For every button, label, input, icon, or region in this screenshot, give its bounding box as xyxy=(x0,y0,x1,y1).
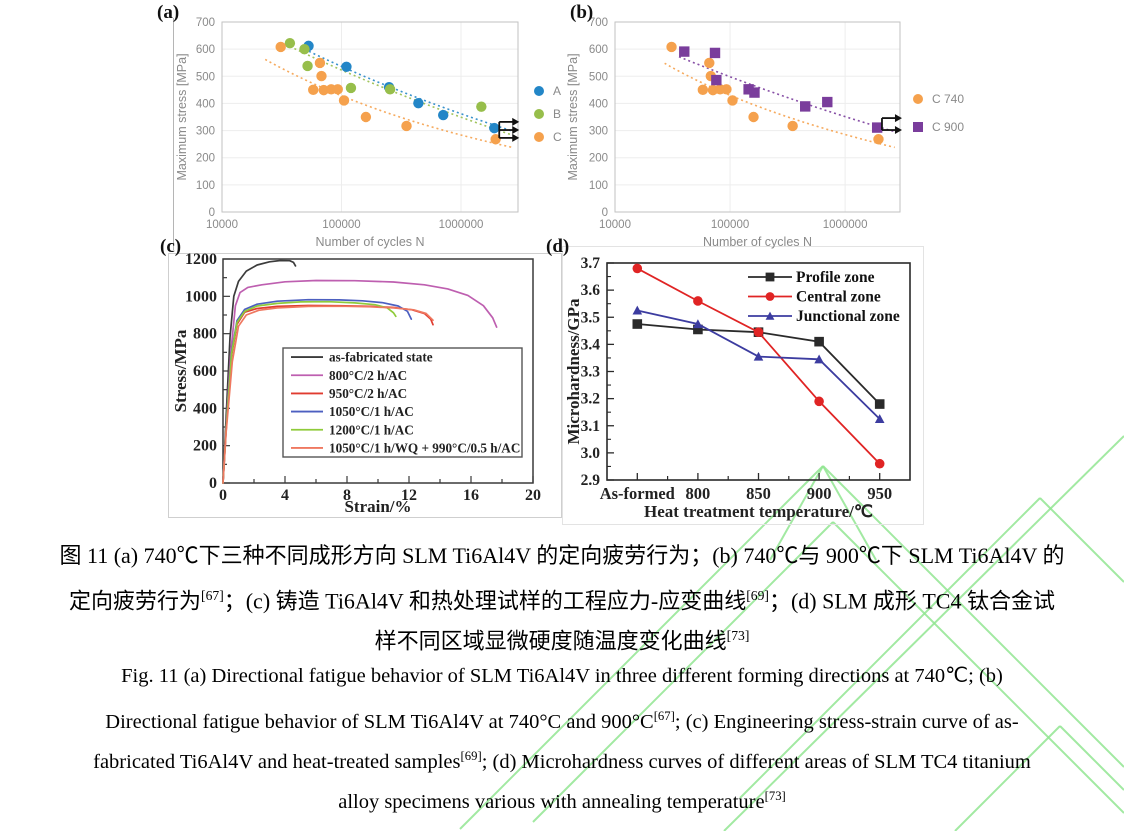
svg-text:1050°C/1 h/WQ + 990°C/0.5 h/AC: 1050°C/1 h/WQ + 990°C/0.5 h/AC xyxy=(329,440,520,455)
svg-text:700: 700 xyxy=(589,17,608,29)
svg-text:3.3: 3.3 xyxy=(581,364,601,381)
svg-text:1000000: 1000000 xyxy=(823,219,868,231)
svg-text:Microhardness/GPa: Microhardness/GPa xyxy=(564,298,583,445)
svg-text:500: 500 xyxy=(589,71,608,83)
svg-text:Heat treatment temperature/℃: Heat treatment temperature/℃ xyxy=(644,502,873,521)
svg-text:950°C/2 h/AC: 950°C/2 h/AC xyxy=(329,386,407,401)
svg-text:900: 900 xyxy=(807,484,832,503)
svg-text:300: 300 xyxy=(589,126,608,138)
caption-en-line-4: alloy specimens various with annealing t… xyxy=(338,789,786,813)
svg-text:Central zone: Central zone xyxy=(796,289,881,306)
svg-text:3.5: 3.5 xyxy=(581,309,601,326)
svg-text:950: 950 xyxy=(867,484,892,503)
svg-text:0: 0 xyxy=(209,207,215,219)
svg-text:700: 700 xyxy=(196,17,215,29)
svg-text:B: B xyxy=(553,107,561,121)
svg-text:100: 100 xyxy=(196,180,215,192)
svg-text:8: 8 xyxy=(343,487,351,504)
svg-text:2.9: 2.9 xyxy=(581,472,601,489)
svg-text:200: 200 xyxy=(193,438,217,455)
svg-text:0: 0 xyxy=(219,487,227,504)
svg-text:600: 600 xyxy=(589,44,608,56)
caption-zh-line-2: 定向疲劳行为[67]；(c) 铸造 Ti6Al4V 和热处理试样的工程应力-应变… xyxy=(69,588,1055,614)
svg-text:200: 200 xyxy=(196,153,215,165)
svg-text:Maximum stress [MPa]: Maximum stress [MPa] xyxy=(566,53,580,180)
svg-text:16: 16 xyxy=(463,487,479,504)
fatigue-chart-a: 0 100 200 300 400 500 600 700 10000 100000 1000000… xyxy=(175,17,562,249)
svg-text:300: 300 xyxy=(196,126,215,138)
panel-d-border-box xyxy=(562,246,924,525)
svg-text:800°C/2 h/AC: 800°C/2 h/AC xyxy=(329,368,407,383)
svg-text:100: 100 xyxy=(589,180,608,192)
svg-text:3.7: 3.7 xyxy=(581,255,601,272)
svg-text:Junctional zone: Junctional zone xyxy=(796,308,900,325)
panel-c-border-box xyxy=(168,253,562,518)
svg-text:1200: 1200 xyxy=(185,251,217,268)
svg-text:4: 4 xyxy=(281,487,289,504)
svg-text:10000: 10000 xyxy=(206,219,238,231)
svg-text:As-formed: As-formed xyxy=(600,484,675,503)
panel-a-tag: (a) xyxy=(157,2,180,23)
svg-text:as-fabricated state: as-fabricated state xyxy=(329,350,433,365)
svg-text:600: 600 xyxy=(196,44,215,56)
svg-text:A: A xyxy=(553,84,561,98)
svg-text:C 900: C 900 xyxy=(932,120,964,134)
panel-b-tag: (b) xyxy=(570,2,594,23)
panel-d-tag: (d) xyxy=(546,236,570,257)
svg-text:0: 0 xyxy=(602,207,608,219)
svg-text:C 740: C 740 xyxy=(932,92,964,106)
svg-text:200: 200 xyxy=(589,153,608,165)
svg-text:Strain/%: Strain/% xyxy=(344,497,411,516)
svg-text:C: C xyxy=(553,130,562,144)
svg-text:800: 800 xyxy=(193,326,217,343)
caption-en-line-3: fabricated Ti6Al4V and heat-treated samp… xyxy=(93,749,1031,773)
svg-text:12: 12 xyxy=(401,487,417,504)
svg-text:500: 500 xyxy=(196,71,215,83)
caption-en-line-1: Fig. 11 (a) Directional fatigue behavior… xyxy=(121,665,1003,687)
svg-text:0: 0 xyxy=(209,475,217,492)
svg-text:3.1: 3.1 xyxy=(581,418,600,435)
svg-text:1200°C/1 h/AC: 1200°C/1 h/AC xyxy=(329,422,414,437)
fatigue-chart-b: 0 100 200 300 400 500 600 700 10000 100000 1000000… xyxy=(566,17,964,249)
svg-text:Profile zone: Profile zone xyxy=(796,269,875,286)
svg-text:400: 400 xyxy=(196,98,215,110)
figure-caption: 图 11 (a) 740℃下三种不同成形方向 SLM Ti6Al4V 的定向疲劳… xyxy=(0,536,1124,816)
caption-zh-line-1: 图 11 (a) 740℃下三种不同成形方向 SLM Ti6Al4V 的定向疲劳… xyxy=(59,543,1065,568)
svg-text:3.6: 3.6 xyxy=(581,282,601,299)
svg-text:1000000: 1000000 xyxy=(439,219,484,231)
svg-text:100000: 100000 xyxy=(322,219,360,231)
stress-strain-chart: 0 4 8 12 16 20020040060080010001200Strain/%St… xyxy=(171,251,541,516)
svg-text:100000: 100000 xyxy=(711,219,749,231)
svg-text:800: 800 xyxy=(686,484,711,503)
svg-text:3.4: 3.4 xyxy=(581,336,601,353)
svg-text:400: 400 xyxy=(193,400,217,417)
svg-text:600: 600 xyxy=(193,363,217,380)
svg-text:3.2: 3.2 xyxy=(581,391,601,408)
svg-text:1000: 1000 xyxy=(185,288,217,305)
svg-text:Number of cycles N: Number of cycles N xyxy=(315,235,424,249)
svg-text:400: 400 xyxy=(589,98,608,110)
svg-text:Maximum stress [MPa]: Maximum stress [MPa] xyxy=(175,53,189,180)
svg-text:20: 20 xyxy=(525,487,541,504)
caption-zh-line-3: 样不同区域显微硬度随温度变化曲线[73] xyxy=(374,628,750,654)
svg-text:850: 850 xyxy=(746,484,771,503)
svg-text:1050°C/1 h/AC: 1050°C/1 h/AC xyxy=(329,404,414,419)
svg-text:10000: 10000 xyxy=(599,219,631,231)
caption-en-line-2: Directional fatigue behavior of SLM Ti6A… xyxy=(105,709,1019,733)
svg-text:Number of cycles N: Number of cycles N xyxy=(703,235,812,249)
panel-c-tag: (c) xyxy=(160,236,182,257)
svg-text:3.0: 3.0 xyxy=(581,445,601,462)
microhardness-chart: As-formed 800 850 900 950 2.9 3.0 3.1 3.2 3.3 3.4 3… xyxy=(564,255,911,521)
svg-text:Stress/MPa: Stress/MPa xyxy=(171,329,190,412)
panel-a-left-border xyxy=(173,18,174,250)
